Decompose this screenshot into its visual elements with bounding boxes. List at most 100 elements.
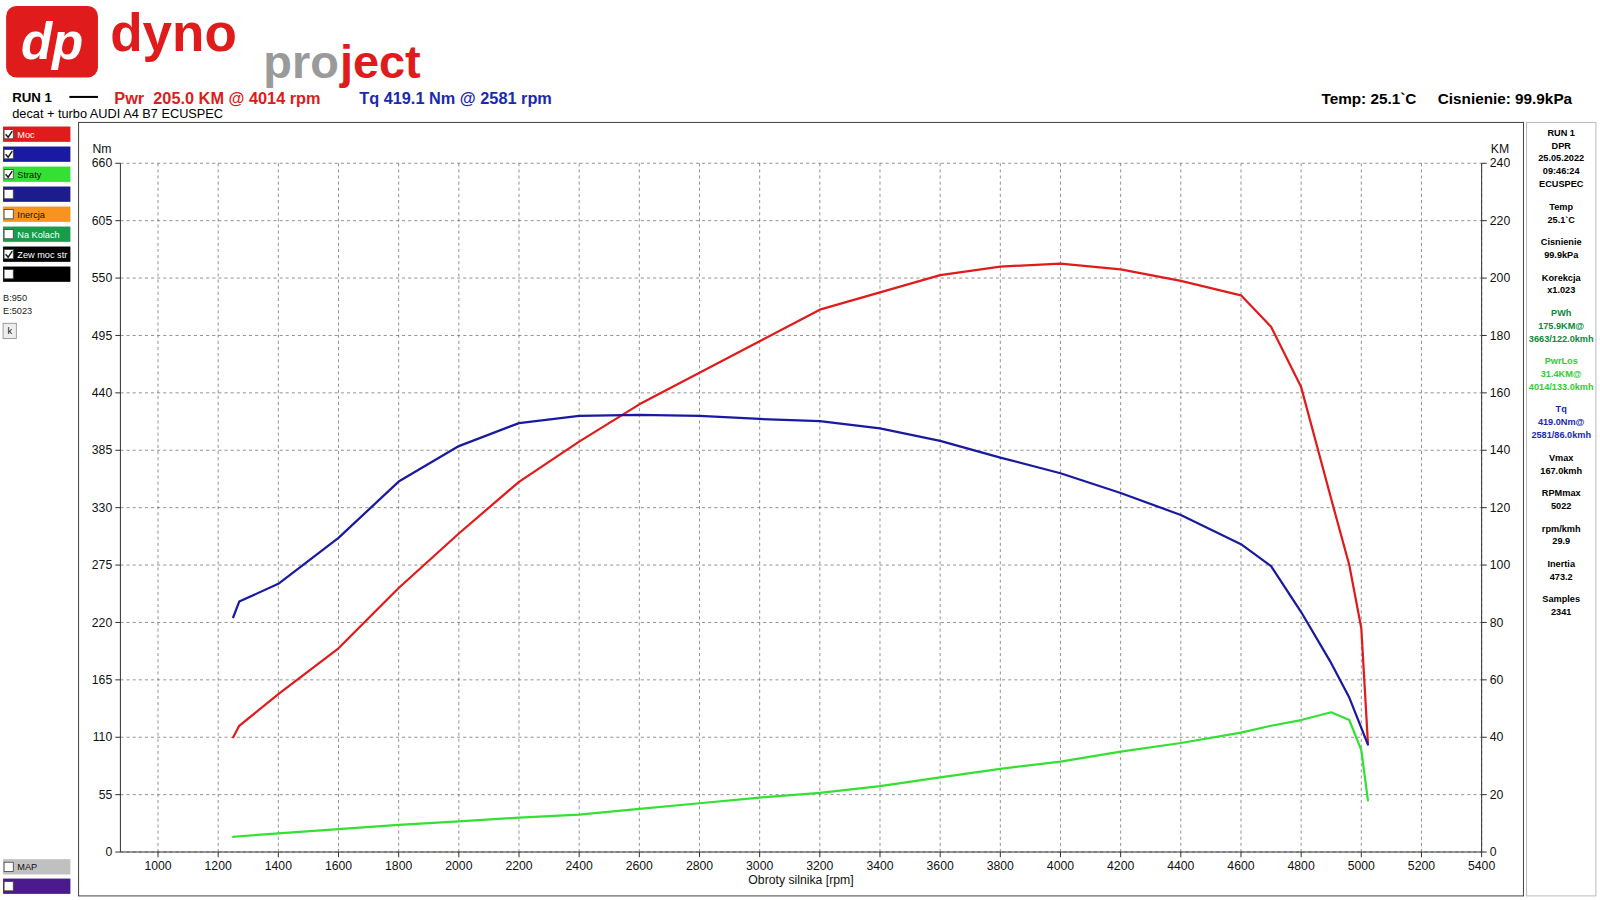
panel-option-box	[3, 267, 70, 282]
info-line: rpm/kmh	[1542, 524, 1581, 534]
panel-option-checkbox[interactable]	[4, 210, 13, 219]
tick-label-x: 2000	[445, 859, 472, 873]
legend-series-checkbox[interactable]	[4, 130, 13, 139]
panel-option-box	[3, 247, 70, 262]
tick-label-x: 1200	[205, 859, 232, 873]
panel-bottom-option-checkbox[interactable]	[4, 882, 13, 891]
info-line: 175.9KM@	[1538, 321, 1584, 331]
panel-option-label: Zew moc str	[17, 250, 67, 260]
logo-mark: dp	[21, 13, 83, 70]
tick-label-x: 1000	[144, 859, 171, 873]
panel-option-checkbox[interactable]	[4, 250, 13, 259]
grid-line-y	[120, 507, 1481, 508]
panel-option-box	[3, 227, 70, 242]
tick-x	[1481, 852, 1482, 857]
tick-y2	[1482, 220, 1487, 221]
tick-label-x: 4000	[1047, 859, 1074, 873]
tick-y2	[1482, 450, 1487, 451]
axis-title-x: Obroty silnika [rpm]	[748, 873, 853, 887]
series-line	[233, 264, 1368, 743]
info-panel	[1527, 122, 1596, 895]
panel-bottom-option-box	[3, 879, 70, 894]
tick-label-y2: 240	[1490, 156, 1511, 170]
tick-y	[115, 392, 120, 393]
tick-y2	[1482, 392, 1487, 393]
info-line: 09:46:24	[1543, 166, 1581, 176]
grid-line-y	[120, 335, 1481, 336]
panel-button-label: k	[7, 326, 12, 336]
tick-y	[115, 450, 120, 451]
legend-series-checkbox[interactable]	[4, 170, 13, 179]
info-line: Vmax	[1549, 453, 1574, 463]
grid-line-x	[639, 163, 640, 852]
tick-label-x: 5400	[1468, 859, 1495, 873]
tick-label-x: 3600	[927, 859, 954, 873]
grid-line-x	[1481, 163, 1482, 852]
tick-label-y: 440	[92, 386, 113, 400]
tick-x	[1000, 852, 1001, 857]
tick-label-y2: 140	[1490, 443, 1511, 457]
tick-label-x: 2600	[626, 859, 653, 873]
tick-x	[1421, 852, 1422, 857]
info-line: RUN 1	[1547, 128, 1575, 138]
tick-label-x: 4800	[1288, 859, 1315, 873]
panel-option-box	[3, 187, 70, 202]
legend-series-box	[3, 147, 70, 162]
chart-panel	[79, 122, 1524, 895]
tick-label-y: 660	[92, 156, 113, 170]
tick-y2	[1482, 852, 1487, 853]
panel-option-checkbox[interactable]	[4, 230, 13, 239]
tick-label-x: 4200	[1107, 859, 1134, 873]
panel-option-checkbox[interactable]	[4, 190, 13, 199]
legend-series-check	[6, 151, 13, 157]
panel-option-box	[3, 207, 70, 222]
run-description: decat + turbo AUDI A4 B7 ECUSPEC	[12, 106, 223, 121]
tick-x	[819, 852, 820, 857]
tick-x	[579, 852, 580, 857]
info-line: RPMmax	[1542, 488, 1582, 498]
series-line	[233, 712, 1368, 837]
tick-y2	[1482, 737, 1487, 738]
tick-x	[218, 852, 219, 857]
dyno-chart: dpdynoprojectRUN 1Pwr 205.0 KM @ 4014 rp…	[0, 0, 1600, 900]
info-line: DPR	[1552, 141, 1572, 151]
panel-button[interactable]	[3, 323, 16, 338]
tick-label-y: 330	[92, 501, 113, 515]
info-line: Tq	[1556, 404, 1567, 414]
legend-series-check	[6, 131, 13, 137]
tick-label-y: 275	[92, 558, 113, 572]
torque-summary: Tq 419.1 Nm @ 2581 rpm	[359, 89, 552, 107]
tick-label-x: 2200	[505, 859, 532, 873]
tick-label-y: 110	[93, 730, 113, 744]
grid-line-y	[120, 852, 1481, 853]
panel-option-label: Na Kolach	[17, 230, 59, 240]
tick-y2	[1482, 622, 1487, 623]
tick-y2	[1482, 507, 1487, 508]
tick-label-y2: 120	[1490, 501, 1511, 515]
panel-option-checkbox[interactable]	[4, 270, 13, 279]
series-line	[233, 415, 1368, 745]
axis-title-y: Nm	[93, 142, 112, 156]
temperature: Temp: 25.1`C	[1321, 90, 1416, 107]
tick-label-x: 3400	[866, 859, 893, 873]
tick-label-y: 385	[92, 443, 113, 457]
tick-label-x: 1800	[385, 859, 412, 873]
tick-y2	[1482, 278, 1487, 279]
info-line: Samples	[1542, 594, 1580, 604]
panel-note: B:950	[3, 293, 27, 303]
tick-y	[115, 622, 120, 623]
panel-bottom-option-checkbox[interactable]	[4, 862, 13, 871]
logo-word: dyno	[110, 3, 237, 62]
tick-y	[115, 565, 120, 566]
tick-x	[759, 852, 760, 857]
legend-series-checkbox[interactable]	[4, 150, 13, 159]
tick-label-y2: 20	[1490, 788, 1504, 802]
grid-line-x	[699, 163, 700, 852]
tick-label-x: 4600	[1227, 859, 1254, 873]
tick-x	[1361, 852, 1362, 857]
info-line: 2341	[1551, 607, 1571, 617]
tick-y	[115, 852, 120, 853]
info-line: 3663/122.0kmh	[1529, 334, 1594, 344]
legend-series-label: Straty	[17, 170, 41, 180]
tick-y	[115, 507, 120, 508]
